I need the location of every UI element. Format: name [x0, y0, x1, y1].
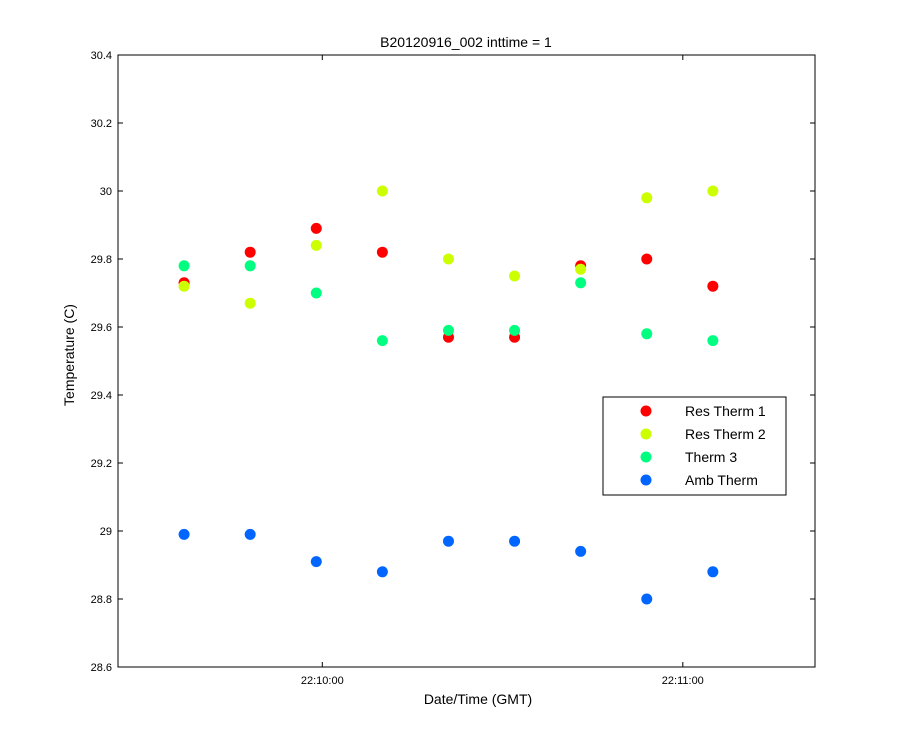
data-point	[178, 260, 190, 272]
y-tick-label: 29.6	[91, 322, 112, 334]
data-point	[310, 556, 322, 568]
data-point	[641, 192, 653, 204]
data-point	[575, 277, 587, 289]
y-tick-label: 29.4	[91, 390, 112, 402]
y-tick-label: 30	[100, 186, 112, 198]
series-res-therm-2	[178, 185, 719, 309]
data-point	[442, 253, 454, 265]
data-point	[310, 222, 322, 234]
data-point	[509, 324, 521, 336]
legend-label: Amb Therm	[685, 472, 758, 488]
data-point	[707, 280, 719, 292]
data-point	[178, 528, 190, 540]
series-amb-therm	[178, 528, 719, 605]
data-point	[509, 535, 521, 547]
data-point	[641, 328, 653, 340]
data-point	[376, 566, 388, 578]
data-point	[707, 335, 719, 347]
data-point	[641, 593, 653, 605]
y-tick-label: 28.6	[91, 662, 112, 674]
y-tick-label: 29.2	[91, 458, 112, 470]
data-point	[310, 287, 322, 299]
data-point	[509, 270, 521, 282]
data-point	[244, 260, 256, 272]
data-point	[376, 335, 388, 347]
legend-marker	[640, 405, 652, 417]
data-point	[244, 297, 256, 309]
data-point	[575, 545, 587, 557]
legend-box	[602, 396, 787, 496]
y-axis-label: Temperature (C)	[61, 304, 77, 406]
x-tick-label: 22:11:00	[662, 675, 704, 687]
y-tick-label: 30.4	[91, 50, 112, 62]
y-axis: 28.6 28.8 29 29.2 29.4 29.6 29.8 30 30.2 30.4	[91, 50, 815, 674]
data-point	[376, 246, 388, 258]
data-point	[178, 280, 190, 292]
x-axis-label: Date/Time (GMT)	[424, 691, 532, 707]
legend-label: Res Therm 1	[685, 403, 766, 419]
data-point	[707, 566, 719, 578]
data-point	[442, 535, 454, 547]
data-point	[707, 185, 719, 197]
y-tick-label: 29	[100, 526, 112, 538]
y-tick-label: 30.2	[91, 118, 112, 130]
data-point	[244, 246, 256, 258]
data-point	[310, 239, 322, 251]
x-axis: 22:10:00 22:11:00	[301, 55, 704, 687]
plot-area	[117, 54, 816, 668]
data-point	[376, 185, 388, 197]
legend-marker	[640, 428, 652, 440]
data-point	[641, 253, 653, 265]
data-point	[575, 263, 587, 275]
chart-title: B20120916_002 inttime = 1	[380, 34, 552, 50]
y-tick-label: 29.8	[91, 254, 112, 266]
legend-marker	[640, 474, 652, 486]
x-tick-label: 22:10:00	[301, 675, 344, 687]
legend-label: Res Therm 2	[685, 426, 766, 442]
legend-label: Therm 3	[685, 449, 737, 465]
data-points	[178, 185, 719, 605]
data-point	[442, 324, 454, 336]
y-tick-label: 28.8	[91, 594, 112, 606]
data-point	[244, 528, 256, 540]
series-therm-3	[178, 260, 719, 347]
legend: Res Therm 1 Res Therm 2 Therm 3 Amb Therm	[602, 396, 787, 496]
legend-marker	[640, 451, 652, 463]
